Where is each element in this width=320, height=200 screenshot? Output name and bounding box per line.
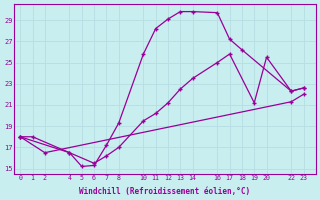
X-axis label: Windchill (Refroidissement éolien,°C): Windchill (Refroidissement éolien,°C) — [79, 187, 251, 196]
